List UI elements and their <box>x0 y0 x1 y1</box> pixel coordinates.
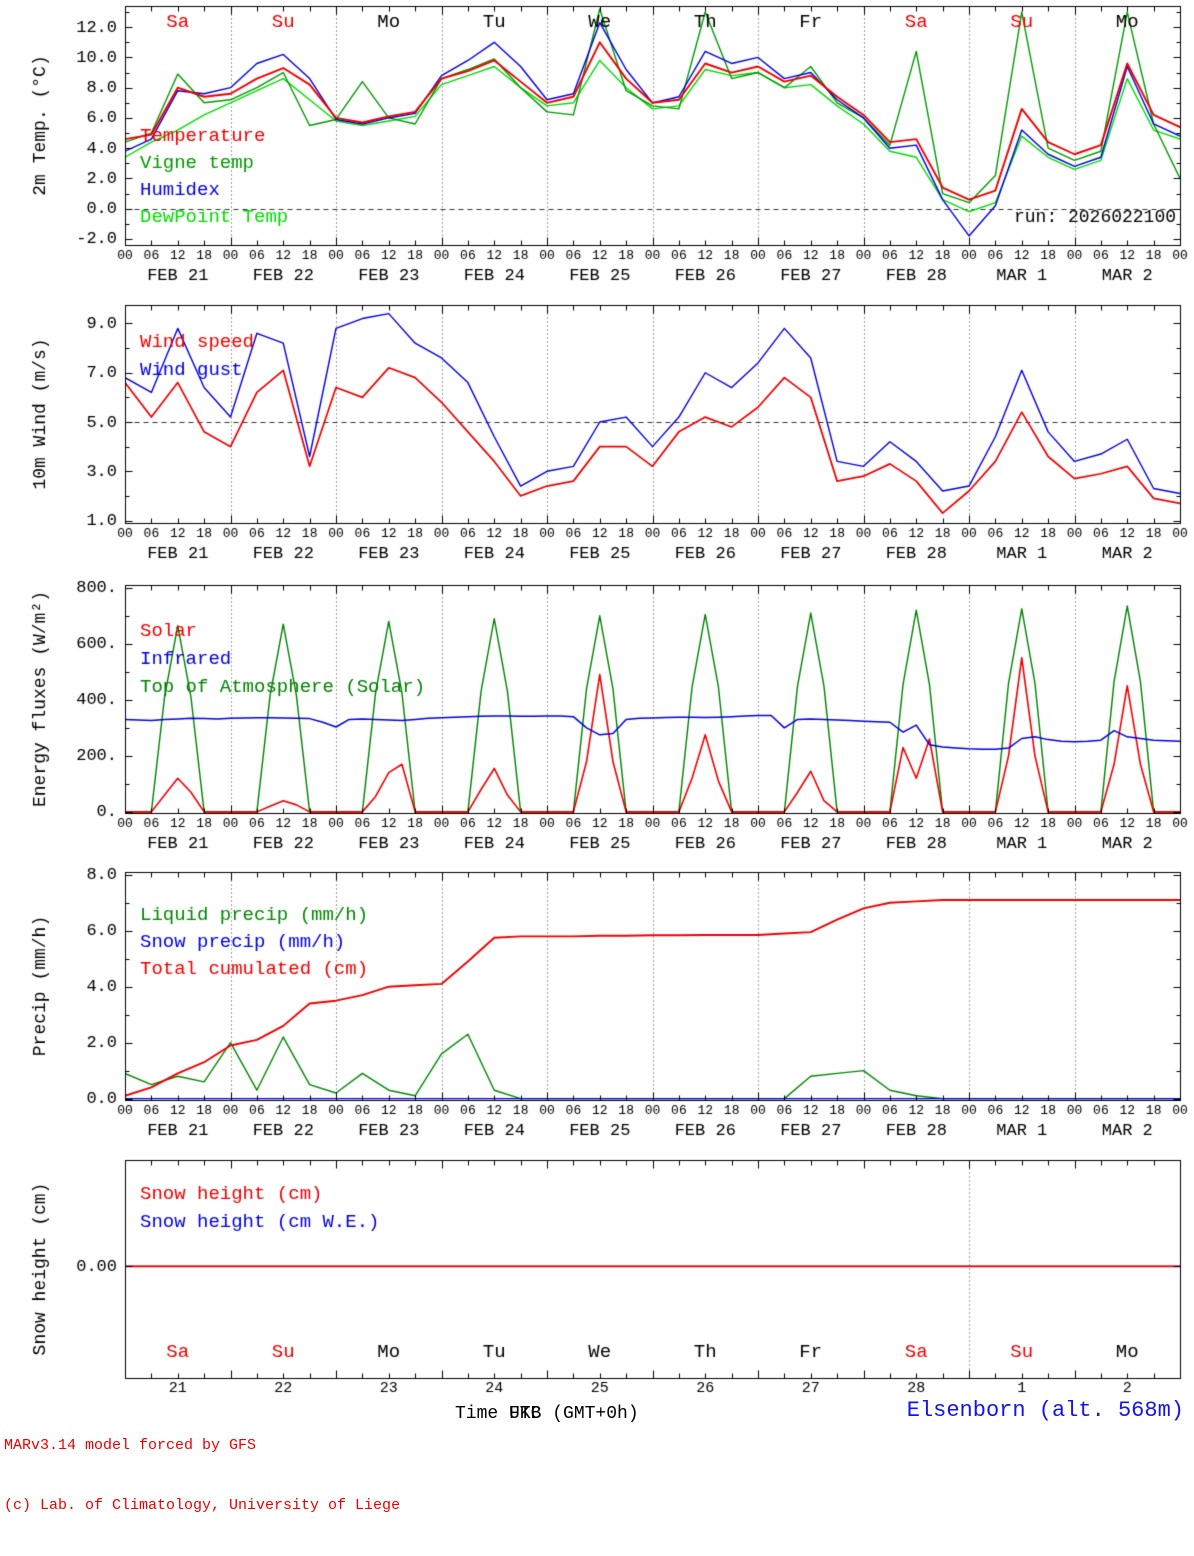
meteogram-page: MARv3.14 model forced by GFS (c) Lab. of… <box>0 0 1194 1514</box>
snow-panel <box>0 1148 1194 1395</box>
time-axis-label: Time UTC (GMT+0h) FKB <box>455 1404 639 1424</box>
footer: MARv3.14 model forced by GFS (c) Lab. of… <box>0 1395 1194 1514</box>
overprint-text: FKB <box>509 1404 542 1424</box>
credit-line-1: MARv3.14 model forced by GFS <box>4 1437 257 1454</box>
station-label: Elsenborn (alt. 568m) <box>906 1398 1184 1423</box>
model-credits: MARv3.14 model forced by GFS (c) Lab. of… <box>4 1396 400 1556</box>
credit-line-2: (c) Lab. of Climatology, University of L… <box>4 1497 401 1514</box>
time-axis-text: Time UTC (GMT+0h) <box>455 1404 639 1424</box>
precip-panel <box>0 860 1194 1148</box>
energy-panel <box>0 572 1194 860</box>
temperature-panel <box>0 0 1194 292</box>
wind-panel <box>0 292 1194 572</box>
